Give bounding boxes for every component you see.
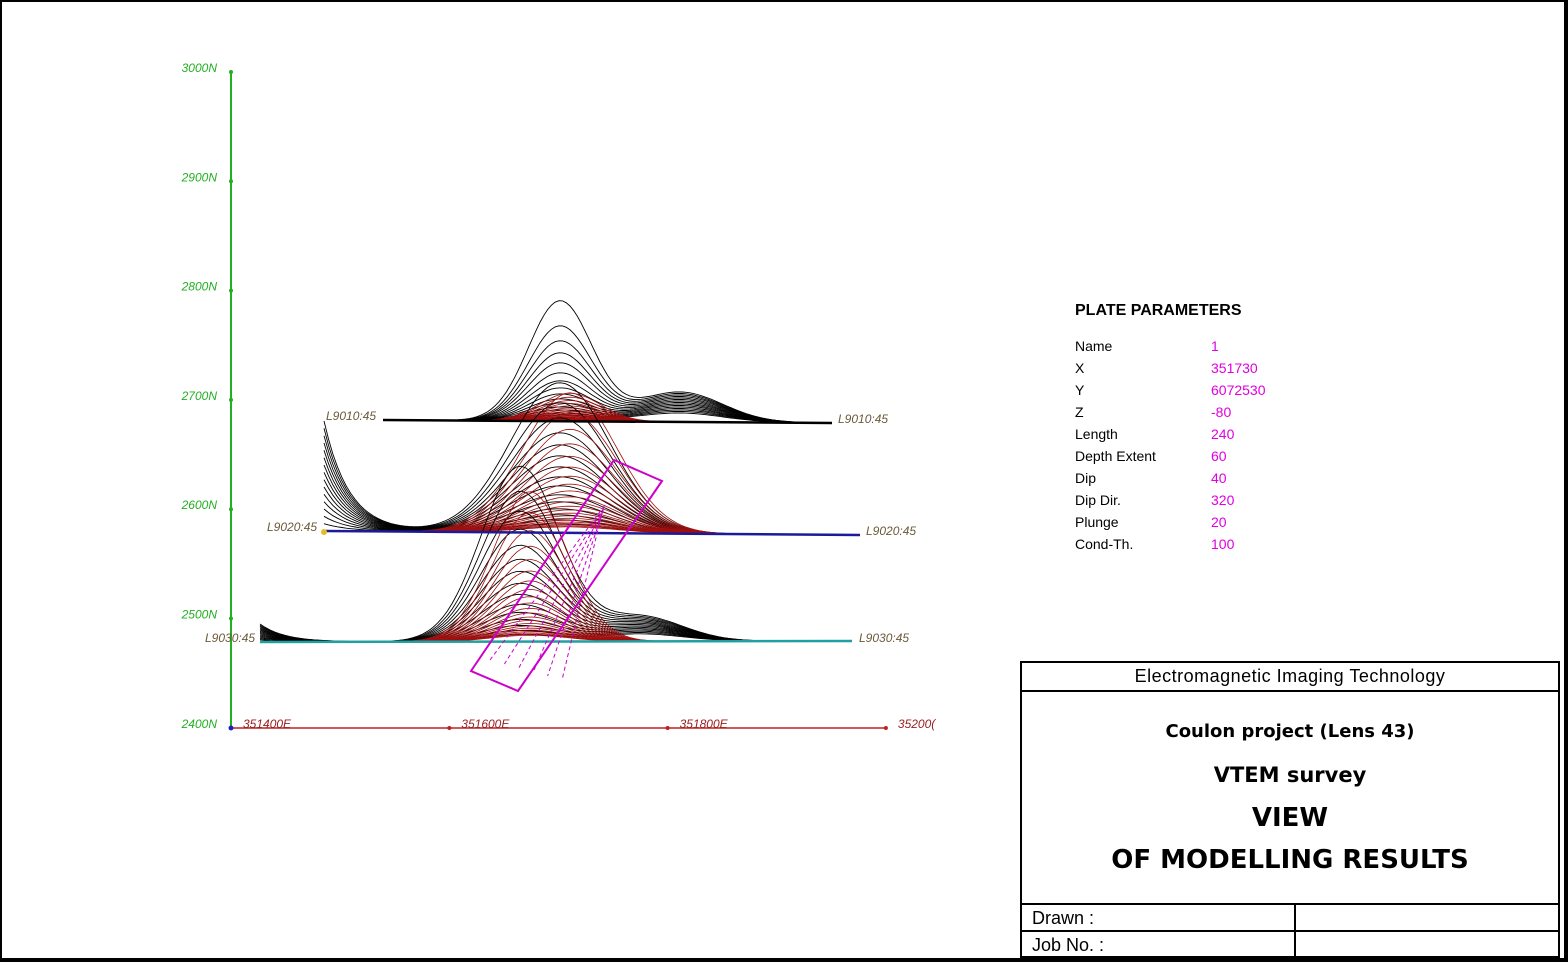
view-title: VIEW [1251,803,1329,833]
title-block: Electromagnetic Imaging Technology Coulo… [1020,661,1560,958]
job-number-value-cell [1294,932,1297,958]
project-name: Coulon project (Lens 43) [1165,721,1415,742]
param-name: Depth Extent [1075,448,1156,464]
y-tick-label: 2600N [181,498,218,512]
plate-hidden-edge [503,507,605,665]
x-tick-mark [447,726,452,730]
x-tick-label: 351400E [243,717,292,731]
param-name: X [1075,360,1085,376]
plate-outline [469,458,664,693]
survey-line [259,639,853,644]
param-value: 6072530 [1211,382,1266,398]
y-tick-mark [229,397,233,402]
y-tick-label: 2800N [181,280,218,294]
measured-profile [383,300,833,424]
plate-model [469,458,664,693]
line-label-l9010-left: L9010:45 [326,409,376,423]
param-row: Depth Extent 60 [1075,448,1266,470]
y-tick-label: 2900N [181,170,218,184]
param-row: Name 1 [1075,338,1266,360]
param-value: 20 [1211,514,1227,530]
x-tick-mark [665,726,670,730]
plot-axes: 3000N 2900N 2800N 2700N 2600N 2500N 2400N 3514… [181,61,938,731]
job-number-label: Job No. : [1032,935,1105,955]
param-value: 1 [1211,338,1219,354]
y-tick-mark [229,616,233,621]
line-label-l9030-left: L9030:45 [205,631,255,645]
param-value: 320 [1211,492,1235,508]
param-name: Dip Dir. [1075,492,1121,508]
x-tick-label: 35200( [898,717,937,731]
survey-line [382,418,833,425]
param-name: Cond-Th. [1075,536,1134,552]
param-row: Dip 40 [1075,470,1266,492]
y-tick-label: 3000N [182,61,218,75]
survey-name: VTEM survey [1213,763,1367,787]
plate-hidden-edge [532,512,604,673]
param-value: 351730 [1211,360,1258,376]
param-name: Plunge [1075,514,1119,530]
view-subtitle: OF MODELLING RESULTS [1111,845,1469,875]
drawn-value-cell [1294,905,1297,932]
param-name: Length [1075,426,1118,442]
param-value: 40 [1211,470,1227,486]
param-value: 240 [1211,426,1235,442]
y-tick-label: 2700N [181,389,218,403]
param-row: Cond-Th. 100 [1075,536,1266,558]
line-labels: L9010:45 L9010:45 L9020:45 L9020:45 L903… [205,409,916,645]
param-name: Name [1075,338,1113,354]
param-value: -80 [1211,404,1232,420]
param-row: Dip Dir. 320 [1075,492,1266,514]
company-name: Electromagnetic Imaging Technology [1022,663,1558,692]
y-tick-mark [229,179,233,184]
y-tick-mark [229,70,233,74]
plate-hidden-edge [518,509,604,669]
line-label-l9030-right: L9030:45 [859,631,909,645]
job-row: Job No. : [1022,930,1558,958]
origin-mark [228,725,234,731]
y-tick-label: 2400N [181,717,218,731]
drawn-label: Drawn : [1032,908,1095,928]
line-label-l9020-right: L9020:45 [866,524,916,538]
line-start-marker [321,529,327,535]
y-tick-mark [229,507,233,512]
plate-parameters-panel: PLATE PARAMETERS Name 1 X 351730 Y 6072530 Z -8… [1075,302,1266,558]
drawn-row: Drawn : [1022,903,1558,932]
param-row: Length 240 [1075,426,1266,448]
param-value: 60 [1211,448,1227,464]
param-name: Dip [1075,470,1097,486]
param-row: Y 6072530 [1075,382,1266,404]
param-name: Y [1075,382,1085,398]
param-row: Z -80 [1075,404,1266,426]
x-tick-label: 351800E [680,717,729,731]
param-name: Z [1075,404,1084,420]
y-tick-mark [229,288,233,293]
param-row: X 351730 [1075,360,1266,382]
x-tick-mark [883,726,888,730]
param-value: 100 [1211,536,1235,552]
plate-parameters-title: PLATE PARAMETERS [1075,302,1242,319]
param-row: Plunge 20 [1075,514,1266,536]
survey-line [323,529,861,537]
survey-lines [259,418,861,644]
y-tick-label: 2500N [181,608,218,622]
plate-hidden-edge [547,514,603,677]
line-label-l9020-left: L9020:45 [267,520,317,534]
x-tick-label: 351600E [461,717,510,731]
line-label-l9010-right: L9010:45 [838,412,888,426]
